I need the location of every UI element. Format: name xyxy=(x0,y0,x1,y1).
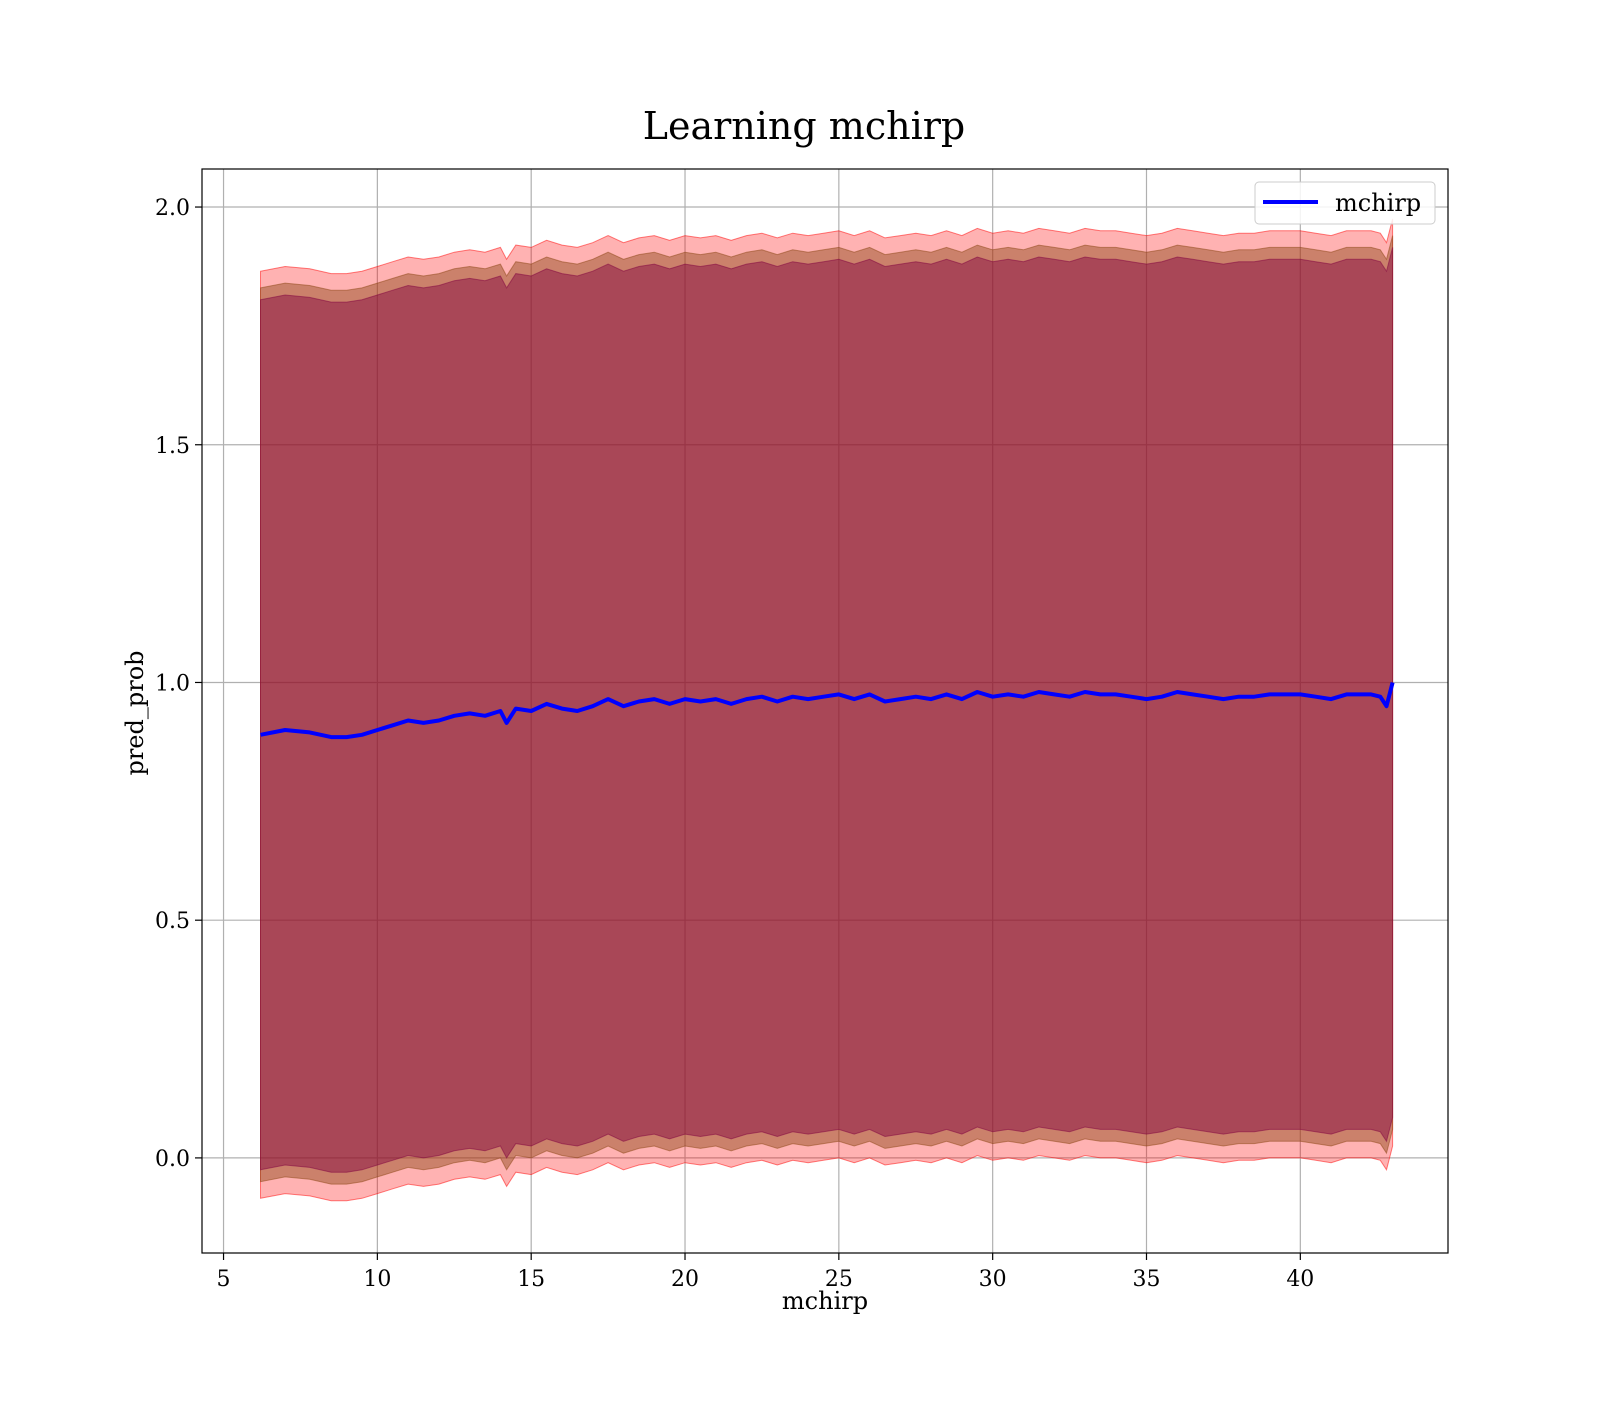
y-tick-label: 0.5 xyxy=(155,909,190,934)
x-axis-label: mchirp xyxy=(782,1287,868,1315)
x-tick-label: 15 xyxy=(517,1267,545,1292)
uncertainty-band-2 xyxy=(260,235,1394,1185)
grid-layer xyxy=(202,169,1448,1253)
uncertainty-band-3 xyxy=(260,247,1394,1173)
band-layer xyxy=(260,218,1394,1202)
x-tick-label: 25 xyxy=(825,1267,853,1292)
x-tick-label: 40 xyxy=(1286,1267,1314,1292)
x-tick-label: 30 xyxy=(979,1267,1007,1292)
x-tick-label: 20 xyxy=(671,1267,699,1292)
legend: mchirp xyxy=(1254,181,1436,225)
tick-layer: 5 10 15 20 25 30 35 40 0.0 0.5 1.0 1.5 2.0 xyxy=(155,196,1314,1292)
x-tick-label: 10 xyxy=(363,1267,391,1292)
legend-entry-mchirp: mchirp xyxy=(1335,189,1421,217)
y-tick-label: 0.0 xyxy=(155,1147,190,1172)
plot-frame xyxy=(201,168,1449,1254)
series-line-mchirp xyxy=(260,682,1395,740)
y-tick-label: 2.0 xyxy=(155,196,190,221)
legend-box xyxy=(1254,181,1436,225)
chart-title: Learning mchirp xyxy=(643,104,965,148)
uncertainty-band-1 xyxy=(260,218,1394,1202)
x-tick-label: 35 xyxy=(1132,1267,1160,1292)
line-layer xyxy=(260,682,1395,740)
y-tick-label: 1.0 xyxy=(155,671,190,696)
y-axis-label: pred_prob xyxy=(121,650,149,775)
x-tick-label: 5 xyxy=(217,1267,231,1292)
y-tick-label: 1.5 xyxy=(155,434,190,459)
